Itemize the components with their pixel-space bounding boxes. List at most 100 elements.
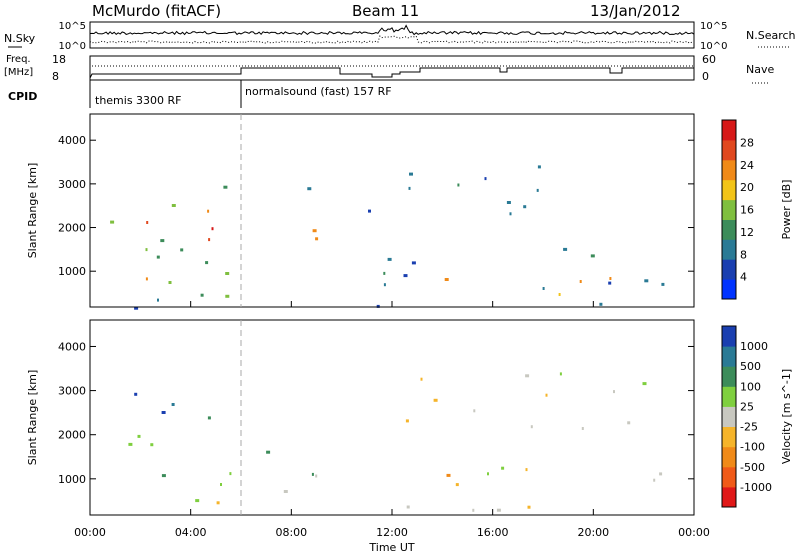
velocity-colorbar-segment bbox=[722, 366, 736, 387]
velocity-cell bbox=[207, 416, 211, 420]
velocity-cell bbox=[473, 409, 476, 413]
time-axis-label: Time UT bbox=[368, 541, 414, 554]
power-cell bbox=[484, 177, 487, 181]
velocity-cell bbox=[627, 421, 631, 425]
power-cell bbox=[315, 237, 319, 241]
velocity-cell bbox=[220, 483, 222, 486]
power-colorbar-tick: 16 bbox=[740, 204, 754, 217]
velocity-colorbar-segment bbox=[722, 466, 736, 488]
velocity-colorbar-tick: -100 bbox=[740, 441, 765, 454]
power-y-tick-label: 2000 bbox=[58, 222, 86, 235]
power-colorbar-tick: 24 bbox=[740, 159, 754, 172]
power-data-cells bbox=[110, 165, 665, 310]
velocity-cell bbox=[530, 425, 533, 429]
power-cell bbox=[558, 293, 561, 296]
velocity-cell bbox=[311, 472, 314, 476]
velocity-cell bbox=[525, 374, 530, 378]
velocity-cell bbox=[525, 468, 528, 472]
power-cell bbox=[157, 298, 159, 302]
velocity-cell bbox=[446, 473, 451, 477]
velocity-y-tick-label: 2000 bbox=[58, 429, 86, 442]
power-colorbar-segment bbox=[722, 219, 736, 240]
velocity-cell bbox=[545, 393, 548, 397]
time-tick-label: 08:00 bbox=[275, 526, 307, 539]
time-tick-label: 00:00 bbox=[678, 526, 710, 539]
sky-left-tick-bottom: 10^0 bbox=[59, 41, 86, 52]
power-cell bbox=[542, 287, 545, 290]
frequency-trace bbox=[89, 67, 694, 79]
freq-tick-bottom: 8 bbox=[52, 70, 59, 83]
power-colorbar-segment bbox=[722, 199, 736, 220]
velocity-y-tick-label: 4000 bbox=[58, 340, 86, 353]
power-cell bbox=[146, 221, 149, 224]
velocity-cell bbox=[501, 466, 505, 470]
power-cell bbox=[506, 201, 511, 204]
power-cell bbox=[225, 272, 230, 275]
sky-right-tick-bottom: 10^0 bbox=[700, 41, 727, 52]
power-cell bbox=[383, 283, 386, 287]
velocity-colorbar-segment bbox=[722, 386, 736, 407]
nave-label: Nave bbox=[746, 63, 774, 76]
station-title: McMurdo (fitACF) bbox=[92, 2, 221, 20]
velocity-y-tick-label: 3000 bbox=[58, 385, 86, 398]
power-y-tick-label: 4000 bbox=[58, 134, 86, 147]
velocity-colorbar-segment bbox=[722, 326, 736, 347]
power-cell bbox=[644, 279, 649, 283]
power-colorbar-segment bbox=[722, 179, 736, 201]
velocity-colorbar-frame bbox=[721, 325, 737, 508]
velocity-colorbar-segment bbox=[722, 406, 736, 427]
velocity-cell bbox=[559, 372, 562, 376]
power-cell bbox=[145, 277, 148, 281]
sky-left-label: N.Sky bbox=[4, 32, 36, 45]
power-cell bbox=[537, 165, 541, 169]
date-title: 13/Jan/2012 bbox=[590, 2, 681, 20]
cpid-mode-2: normalsound (fast) 157 RF bbox=[245, 85, 392, 98]
power-cell bbox=[134, 306, 139, 310]
power-cell bbox=[523, 205, 527, 209]
velocity-panel: 1000 2000 3000 4000 Slant Range [km] 1000 500 1… bbox=[26, 319, 793, 516]
velocity-cell bbox=[406, 505, 410, 509]
power-cell bbox=[168, 281, 172, 284]
cpid-label: CPID bbox=[8, 90, 37, 103]
power-cell bbox=[457, 183, 460, 187]
power-colorbar-segment bbox=[722, 239, 736, 260]
velocity-cell bbox=[216, 501, 220, 505]
power-cell bbox=[509, 212, 512, 216]
power-cell bbox=[403, 274, 408, 278]
sky-right-label: N.Search bbox=[746, 29, 796, 42]
time-tick-label: 12:00 bbox=[376, 526, 408, 539]
time-tick-label: 04:00 bbox=[175, 526, 207, 539]
velocity-cell bbox=[487, 472, 489, 476]
sky-left-tick-top: 10^5 bbox=[59, 21, 86, 32]
power-cell bbox=[609, 277, 612, 280]
power-cell bbox=[205, 261, 209, 265]
velocity-colorbar-tick: 100 bbox=[740, 380, 761, 393]
power-frame bbox=[89, 113, 695, 308]
power-cell bbox=[307, 187, 312, 191]
velocity-cell bbox=[161, 474, 166, 478]
power-colorbar-tick: 12 bbox=[740, 226, 754, 239]
velocity-cell bbox=[496, 508, 501, 512]
power-cell bbox=[312, 229, 317, 233]
velocity-y-label: Slant Range [km] bbox=[26, 370, 39, 466]
search-noise-trace bbox=[89, 35, 695, 44]
velocity-cell bbox=[161, 411, 166, 414]
velocity-cell bbox=[315, 474, 318, 478]
velocity-cell bbox=[420, 377, 423, 381]
velocity-cell bbox=[150, 443, 154, 447]
power-colorbar-tick: 28 bbox=[740, 136, 754, 149]
sky-panel-frame bbox=[89, 21, 695, 49]
velocity-cell bbox=[472, 508, 475, 512]
velocity-cell bbox=[283, 490, 288, 493]
velocity-cell bbox=[137, 434, 141, 438]
power-colorbar-label: Power [dB] bbox=[780, 180, 793, 240]
power-cell bbox=[408, 186, 411, 190]
power-cell bbox=[180, 248, 184, 252]
power-cell bbox=[156, 255, 160, 259]
velocity-colorbar-tick: -1000 bbox=[740, 481, 772, 494]
time-tick-label: 20:00 bbox=[577, 526, 609, 539]
power-cell bbox=[368, 209, 371, 213]
velocity-colorbar-tick: 500 bbox=[740, 360, 761, 373]
